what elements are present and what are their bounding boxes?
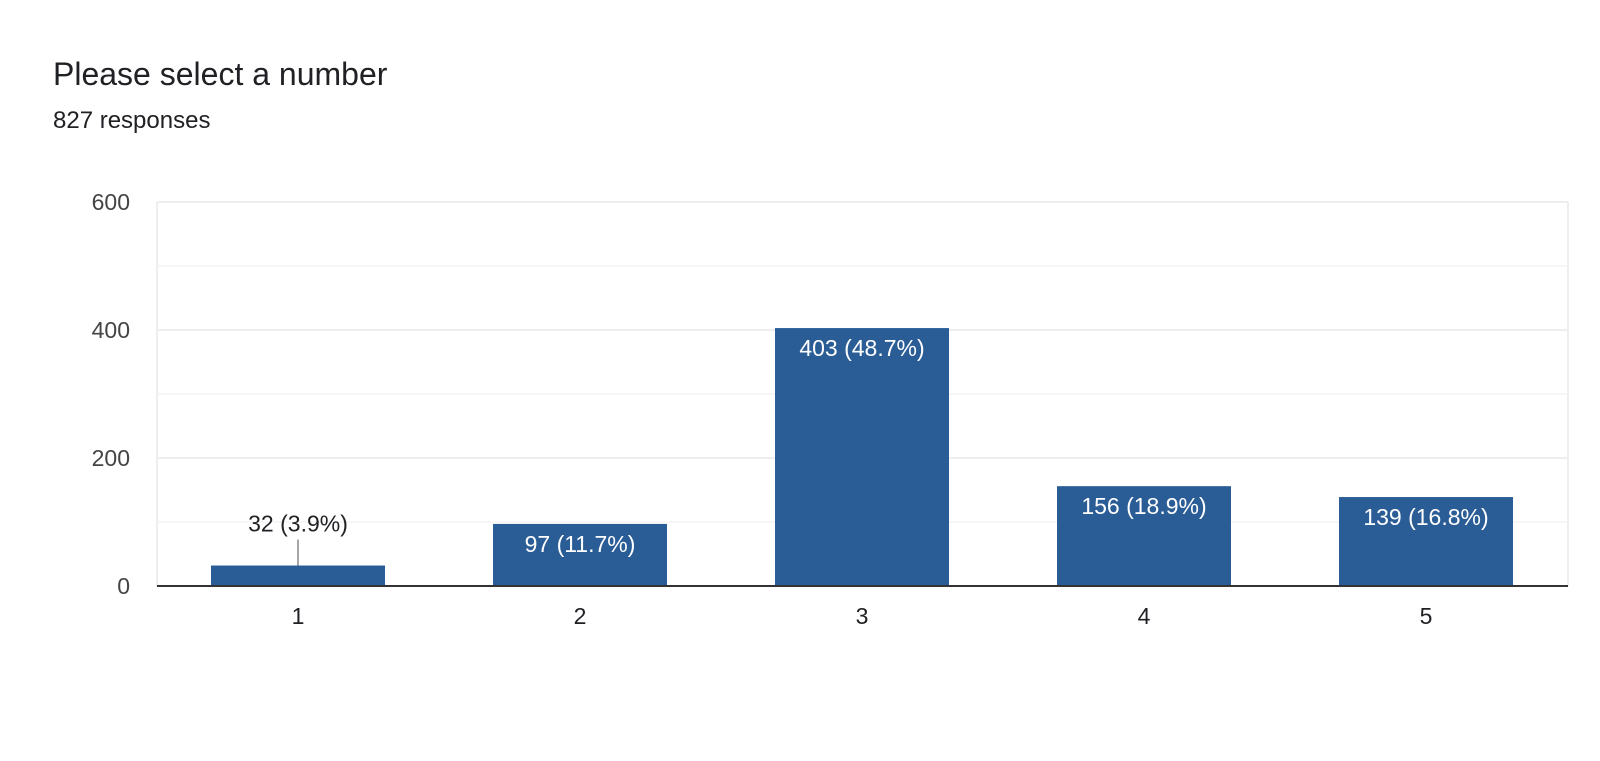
- y-tick-label: 600: [92, 189, 130, 215]
- x-axis-tick-labels: 1 2 3 4 5: [292, 603, 1433, 629]
- y-axis-tick-labels: 0 200 400 600: [92, 189, 130, 599]
- data-label: 32 (3.9%): [248, 511, 348, 537]
- bar: [1057, 486, 1231, 586]
- x-tick-label: 1: [292, 603, 305, 629]
- data-label: 156 (18.9%): [1081, 493, 1206, 519]
- data-label: 139 (16.8%): [1363, 504, 1488, 530]
- bars: [211, 328, 1513, 586]
- y-tick-label: 400: [92, 317, 130, 343]
- x-tick-label: 4: [1138, 603, 1151, 629]
- y-tick-label: 0: [117, 573, 130, 599]
- question-title: Please select a number: [53, 56, 388, 92]
- bar: [211, 565, 385, 586]
- x-tick-label: 5: [1420, 603, 1433, 629]
- response-count: 827 responses: [53, 107, 211, 134]
- bar: [493, 523, 667, 586]
- y-tick-label: 200: [92, 445, 130, 471]
- data-label: 403 (48.7%): [799, 335, 924, 361]
- bar: [1339, 497, 1513, 586]
- x-tick-label: 3: [856, 603, 869, 629]
- x-tick-label: 2: [574, 603, 587, 629]
- bar: [775, 328, 949, 586]
- data-label: 97 (11.7%): [525, 531, 636, 557]
- data-labels: 32 (3.9%) 97 (11.7%) 403 (48.7%) 156 (18.9%…: [248, 335, 1489, 566]
